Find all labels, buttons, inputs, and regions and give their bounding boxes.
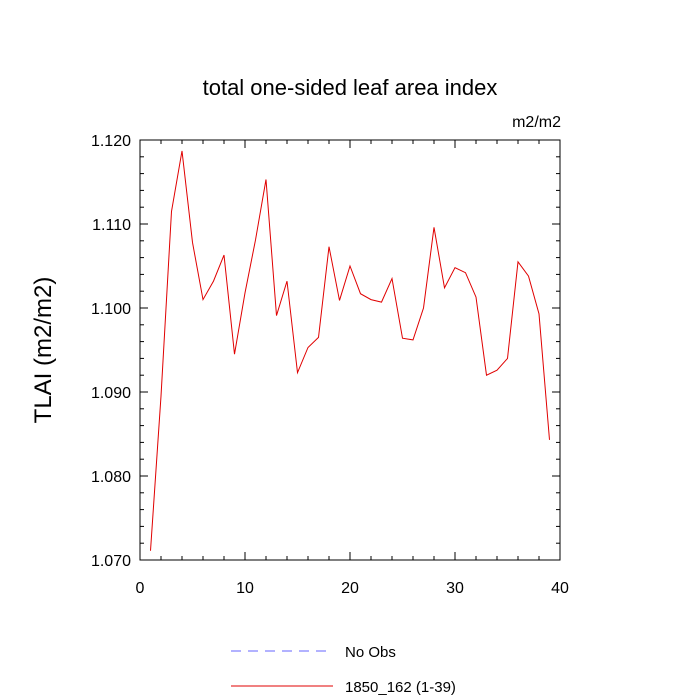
x-tick-label: 0 [136,580,145,597]
x-tick-label: 10 [236,580,254,597]
legend: No Obs 1850_162 (1-39) [231,644,456,696]
x-tick-label: 40 [551,580,569,597]
y-tick-label: 1.110 [92,217,131,234]
axis-ticks: 0 10 20 30 40 1.070 1.080 1.090 1.100 1.110 1.120 [91,133,569,597]
series-layer [150,150,550,551]
series-line [150,150,550,551]
y-axis-label: TLAI (m2/m2) [30,277,57,424]
y-tick-label: 1.090 [91,385,131,402]
x-tick-label: 20 [341,580,359,597]
x-tick-label: 30 [446,580,464,597]
units-label: m2/m2 [512,114,561,131]
y-tick-label: 1.070 [91,553,131,570]
chart-title: total one-sided leaf area index [203,75,498,100]
legend-label: No Obs [345,644,396,661]
legend-label: 1850_162 (1-39) [345,679,456,696]
plot-frame [139,139,561,561]
y-tick-label: 1.080 [91,469,131,486]
y-tick-label: 1.120 [91,133,131,150]
y-tick-label: 1.100 [91,301,131,318]
